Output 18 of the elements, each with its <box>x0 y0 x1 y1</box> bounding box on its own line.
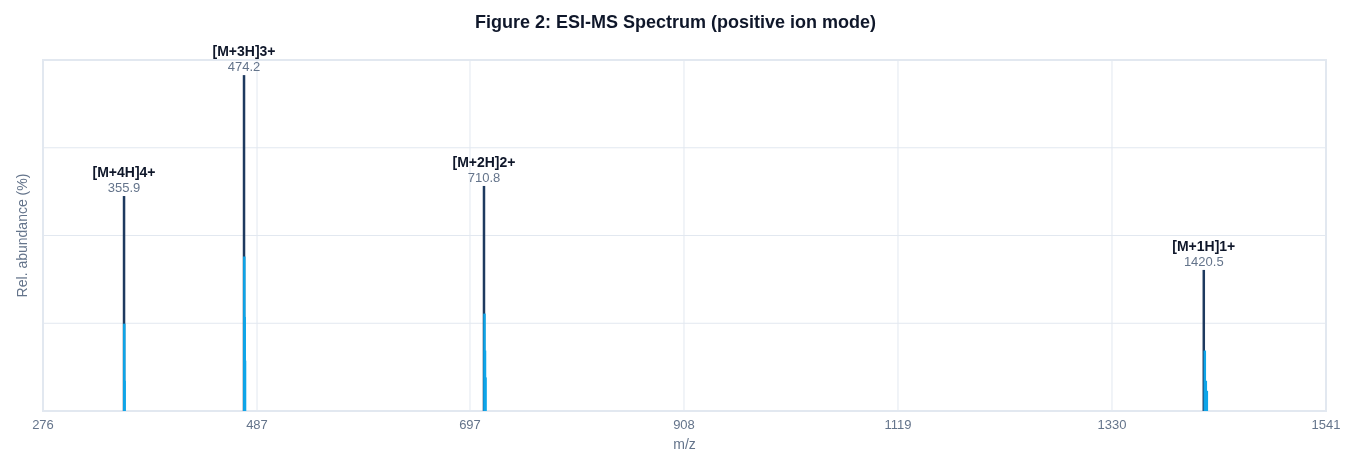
annotation: [M+2H]2+ <box>452 153 516 170</box>
x-tick-label: 908 <box>673 417 695 432</box>
x-tick-label: 1119 <box>884 417 912 432</box>
x-tick-label: 1330 <box>1097 417 1127 432</box>
x-tick-label: 487 <box>246 417 268 432</box>
annotation: 1420.5 <box>1183 253 1224 269</box>
x-axis-title: m/z <box>673 436 696 452</box>
x-tick-label: 697 <box>459 417 481 432</box>
x-tick-label: 276 <box>32 417 54 432</box>
annotation: [M+3H]3+ <box>212 43 276 60</box>
chart-title: Figure 2: ESI-MS Spectrum (positive ion mode) <box>474 12 877 32</box>
y-axis-title: Rel. abundance (%) <box>14 173 30 298</box>
annotation: [M+1H]1+ <box>1172 237 1236 254</box>
x-tick-label: 1541 <box>1311 417 1341 432</box>
annotation: 710.8 <box>467 169 501 185</box>
annotation: [M+4H]4+ <box>92 164 156 181</box>
annotation: 474.2 <box>227 59 261 75</box>
annotation: 355.9 <box>107 180 141 196</box>
